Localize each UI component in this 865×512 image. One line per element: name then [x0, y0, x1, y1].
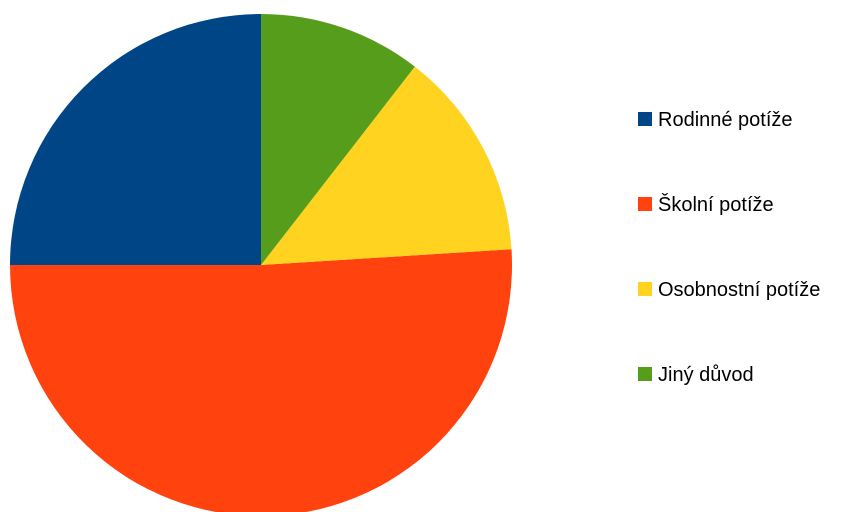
pie-slice-2 — [10, 249, 512, 512]
legend-item-1: Rodinné potíže — [638, 109, 793, 131]
legend-label: Jiný důvod — [658, 364, 754, 386]
pie-slice-3 — [261, 66, 512, 265]
legend-label: Osobnostní potíže — [658, 279, 820, 301]
legend-item-3: Osobnostní potíže — [638, 279, 820, 301]
legend-swatch — [638, 197, 652, 211]
legend: Rodinné potíže Školní potíže Osobnostní po… — [638, 109, 820, 386]
pie-slice-4 — [261, 14, 415, 265]
legend-swatch — [638, 367, 652, 381]
legend-label: Rodinné potíže — [658, 109, 793, 131]
pie-slice-1 — [10, 14, 261, 265]
legend-swatch — [638, 282, 652, 296]
pie-slices — [10, 14, 512, 512]
legend-swatch — [638, 112, 652, 126]
legend-label: Školní potíže — [658, 193, 774, 216]
legend-item-4: Jiný důvod — [638, 364, 754, 386]
legend-item-2: Školní potíže — [638, 193, 774, 216]
